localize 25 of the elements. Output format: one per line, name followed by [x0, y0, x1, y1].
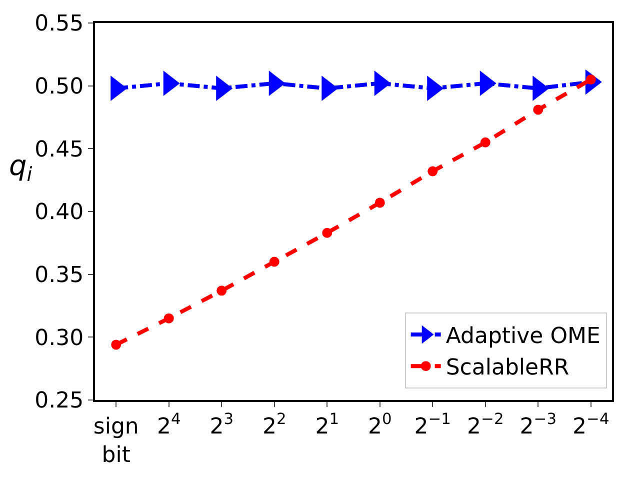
legend-label: Adaptive OME: [446, 324, 600, 350]
point: [480, 137, 490, 148]
point: [322, 228, 332, 238]
x-tick-label: 2$^{−3}$: [520, 410, 556, 440]
x-tick-label: sign bit: [93, 414, 139, 468]
x-tick-label: 2$^{4}$: [156, 410, 181, 440]
x-tick-label: 2$^{0}$: [368, 410, 392, 440]
legend-label: ScalableRR: [446, 356, 570, 381]
x-tick-label: 2$^{3}$: [210, 410, 234, 440]
point: [428, 166, 438, 176]
y-tick-label: 0.30: [34, 326, 84, 351]
x-tick-label: 2$^{2}$: [262, 410, 286, 440]
y-tick-label: 0.45: [34, 137, 84, 162]
y-tick-label: 0.25: [34, 388, 84, 414]
y-tick-label: 0.55: [34, 12, 84, 37]
x-tick-label: 2$^{−2}$: [467, 410, 504, 440]
x-tick-label: 2$^{1}$: [315, 410, 340, 440]
y-tick-label: 0.40: [34, 200, 84, 226]
x-tick-label: 2$^{−4}$: [572, 410, 610, 440]
y-axis-title: q$_{i}$: [9, 149, 33, 186]
y-tick-label: 0.50: [34, 74, 84, 100]
point: [374, 198, 385, 208]
point: [533, 104, 544, 115]
x-tick-label: 2$^{−1}$: [414, 410, 451, 440]
y-tick-label: 0.35: [34, 263, 84, 288]
